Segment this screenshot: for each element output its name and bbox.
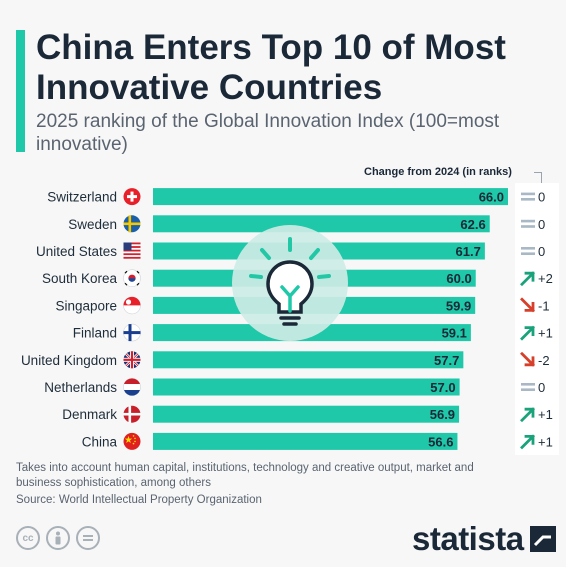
flag-icon bbox=[123, 351, 141, 369]
lightbulb-icon bbox=[232, 225, 348, 341]
bar-9 bbox=[153, 432, 458, 450]
chart-subtitle: 2025 ranking of the Global Innovation In… bbox=[36, 111, 500, 155]
value-label: 61.7 bbox=[456, 244, 481, 259]
change-same-icon bbox=[521, 247, 535, 255]
bar-1 bbox=[153, 215, 490, 233]
attribution-icon bbox=[46, 526, 70, 550]
flag-icon bbox=[123, 296, 141, 315]
source-note: Source: World Intellectual Property Orga… bbox=[16, 494, 262, 506]
brand-logo: statista bbox=[412, 520, 524, 557]
change-same-icon bbox=[521, 192, 535, 201]
change-label: +1 bbox=[538, 326, 553, 341]
category-label: Sweden bbox=[68, 217, 117, 232]
value-label: 57.0 bbox=[430, 380, 455, 395]
change-label: 0 bbox=[538, 380, 545, 395]
change-label: -2 bbox=[538, 353, 550, 368]
flag-icon bbox=[123, 405, 141, 423]
category-label: United States bbox=[36, 244, 117, 259]
bar-7 bbox=[153, 378, 460, 396]
change-column-panel bbox=[515, 183, 559, 455]
category-label: Finland bbox=[73, 326, 117, 341]
value-label: 60.0 bbox=[446, 271, 471, 286]
value-label: 57.7 bbox=[434, 353, 459, 368]
no-derivatives-icon bbox=[76, 526, 100, 550]
change-label: +2 bbox=[538, 271, 553, 286]
category-label: Netherlands bbox=[44, 380, 117, 395]
bar-6 bbox=[153, 351, 464, 369]
value-label: 59.9 bbox=[446, 298, 471, 313]
change-down-icon bbox=[520, 297, 535, 313]
category-label: United Kingdom bbox=[21, 353, 117, 368]
change-up-icon bbox=[520, 407, 535, 423]
cc-icon: cc bbox=[16, 526, 40, 550]
change-column-header: Change from 2024 (in ranks) bbox=[364, 166, 512, 178]
change-label: 0 bbox=[538, 190, 545, 205]
change-header-bracket bbox=[534, 172, 542, 183]
value-label: 62.6 bbox=[460, 217, 485, 232]
bar-8 bbox=[153, 405, 460, 423]
value-label: 56.6 bbox=[428, 434, 453, 449]
flag-icon bbox=[123, 242, 141, 260]
change-label: +1 bbox=[538, 407, 553, 422]
flag-icon bbox=[123, 378, 141, 396]
flag-icon bbox=[123, 323, 141, 342]
change-down-icon bbox=[520, 351, 535, 367]
category-label: China bbox=[82, 434, 118, 449]
flag-icon bbox=[123, 269, 141, 288]
change-same-icon bbox=[521, 219, 535, 228]
category-label: Switzerland bbox=[47, 190, 117, 205]
bar-0 bbox=[153, 188, 508, 206]
change-up-icon bbox=[520, 434, 535, 450]
flag-icon bbox=[123, 215, 141, 233]
change-label: -1 bbox=[538, 298, 550, 313]
category-label: Singapore bbox=[55, 298, 117, 313]
brand-mark-icon bbox=[530, 526, 556, 552]
title-accent-bar bbox=[16, 30, 25, 152]
change-up-icon bbox=[520, 271, 535, 287]
value-label: 59.1 bbox=[442, 326, 467, 341]
change-label: 0 bbox=[538, 244, 545, 259]
flag-icon bbox=[123, 188, 141, 206]
category-label: South Korea bbox=[42, 271, 118, 286]
value-label: 56.9 bbox=[430, 407, 455, 422]
change-label: +1 bbox=[538, 434, 553, 449]
chart-title: China Enters Top 10 of Most Innovative C… bbox=[36, 28, 506, 107]
license-icons: cc bbox=[16, 526, 100, 550]
value-label: 66.0 bbox=[479, 190, 504, 205]
flag-icon bbox=[123, 432, 141, 450]
change-same-icon bbox=[521, 383, 535, 391]
change-label: 0 bbox=[538, 217, 545, 232]
bars-layer: Switzerland 66.0 0 Sweden 62.6 0 United States… bbox=[21, 188, 553, 450]
category-label: Denmark bbox=[62, 407, 117, 422]
change-up-icon bbox=[520, 325, 535, 341]
footnote: Takes into account human capital, instit… bbox=[16, 462, 474, 489]
